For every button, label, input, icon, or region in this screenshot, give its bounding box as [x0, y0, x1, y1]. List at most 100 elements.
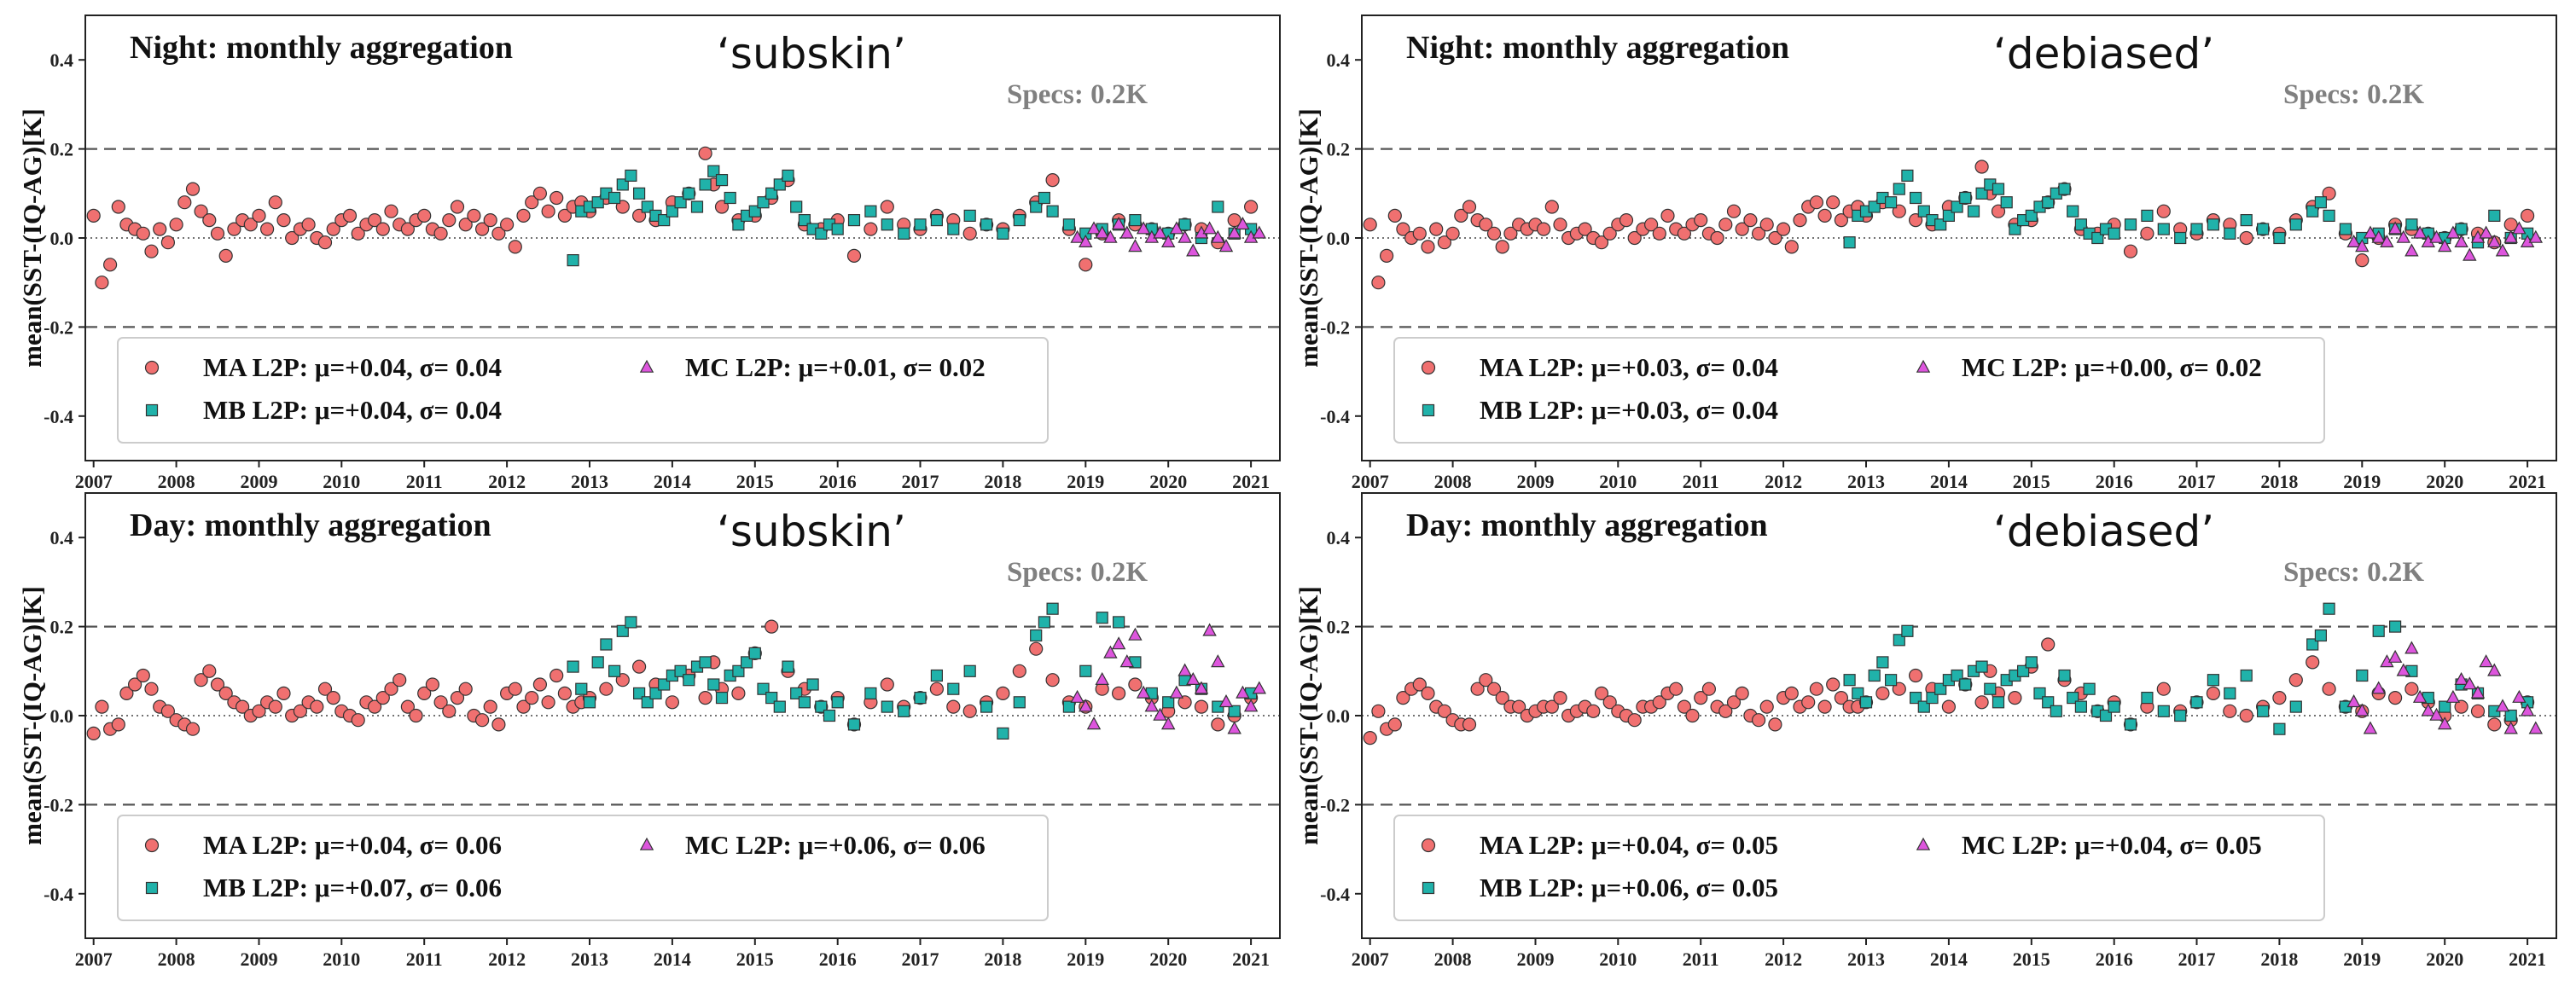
data-point: [2174, 709, 2187, 722]
data-point: [1951, 669, 1963, 682]
x-tick-label: 2009: [241, 948, 278, 970]
data-point: [616, 178, 629, 191]
data-point: [2141, 691, 2154, 705]
data-point: [567, 660, 579, 673]
data-point: [1974, 695, 1989, 710]
data-point: [368, 213, 382, 228]
data-point: [243, 218, 258, 232]
data-point: [541, 204, 555, 218]
data-point: [1578, 222, 1592, 236]
data-point: [516, 699, 531, 714]
data-point: [2445, 689, 2461, 703]
data-point: [260, 222, 275, 236]
data-point: [1801, 695, 1816, 710]
data-point: [2323, 209, 2335, 222]
data-point: [499, 218, 515, 232]
data-point: [1396, 222, 1410, 236]
data-point: [1062, 218, 1076, 231]
y-tick-label: -0.4: [1320, 884, 1350, 905]
data-point: [1910, 191, 1922, 205]
data-point: [1486, 682, 1502, 696]
data-point: [2306, 655, 2320, 670]
y-tick-label: 0.2: [1327, 617, 1351, 638]
data-point: [575, 682, 588, 695]
data-point: [160, 235, 175, 250]
data-point: [1817, 699, 1832, 714]
x-tick-label: 2016: [2096, 948, 2133, 970]
data-point: [2355, 253, 2370, 268]
data-point: [1536, 222, 1551, 236]
data-point: [1710, 230, 1724, 246]
data-point: [541, 695, 555, 710]
data-point: [658, 214, 671, 227]
data-point: [1236, 217, 1250, 230]
data-point: [1111, 686, 1126, 701]
data-point: [310, 699, 324, 714]
data-point: [169, 218, 183, 232]
data-point: [2123, 244, 2138, 258]
data-point: [1218, 239, 1234, 252]
data-point: [508, 240, 522, 254]
legend-box: [117, 815, 1049, 921]
x-tick-label: 2010: [1599, 948, 1637, 970]
data-point: [1012, 664, 1026, 678]
data-point: [1685, 708, 1700, 723]
data-point: [773, 178, 786, 191]
data-point: [95, 699, 109, 714]
data-point: [1735, 222, 1749, 236]
data-point: [1586, 704, 1601, 718]
data-point: [227, 222, 241, 236]
data-point: [2528, 229, 2544, 243]
data-point: [707, 678, 720, 691]
data-point: [599, 682, 613, 696]
x-tick-label: 2020: [2426, 948, 2463, 970]
data-point: [153, 222, 167, 236]
data-point: [790, 687, 803, 700]
data-point: [1975, 187, 1988, 200]
data-point: [2273, 231, 2286, 245]
data-point: [1013, 696, 1026, 709]
data-point: [1429, 222, 1444, 236]
data-point: [409, 708, 423, 723]
data-point: [914, 691, 927, 705]
y-axis-label: mean(SST-(IQ-AG)[K]: [1294, 586, 1323, 845]
data-point: [185, 722, 201, 736]
data-point: [483, 213, 497, 228]
data-point: [1462, 200, 1477, 214]
data-point: [864, 687, 877, 700]
series-ma-l2p: [86, 146, 1259, 290]
data-point: [474, 713, 490, 728]
data-point: [632, 187, 646, 200]
data-point: [2273, 722, 2286, 735]
data-point: [724, 191, 736, 205]
data-point: [2207, 218, 2219, 231]
data-point: [2405, 218, 2418, 231]
data-point: [550, 668, 564, 683]
data-point: [980, 700, 993, 713]
data-point: [2025, 209, 2038, 222]
data-point: [2009, 223, 2021, 235]
data-point: [2257, 705, 2270, 717]
data-point: [2528, 721, 2544, 734]
data-point: [1992, 183, 2005, 195]
data-point: [2257, 223, 2270, 235]
data-point: [532, 677, 548, 692]
data-point: [2058, 183, 2071, 195]
y-tick-label: 0.4: [1327, 49, 1351, 71]
x-tick-label: 2009: [1517, 948, 1555, 970]
data-point: [1045, 173, 1060, 188]
data-point: [1112, 616, 1125, 629]
legend-entry: MB L2P: μ=+0.03, σ= 0.04: [1480, 395, 1778, 425]
data-point: [194, 673, 208, 687]
legend-box: [1393, 815, 2325, 921]
data-point: [1718, 218, 1733, 232]
data-point: [1202, 623, 1217, 636]
data-point: [2050, 705, 2062, 717]
data-point: [1363, 730, 1377, 745]
data-point: [2479, 654, 2493, 668]
data-point: [550, 190, 564, 206]
data-point: [1153, 707, 1167, 721]
data-point: [2346, 694, 2361, 708]
data-point: [1030, 629, 1043, 642]
data-point: [930, 214, 944, 227]
